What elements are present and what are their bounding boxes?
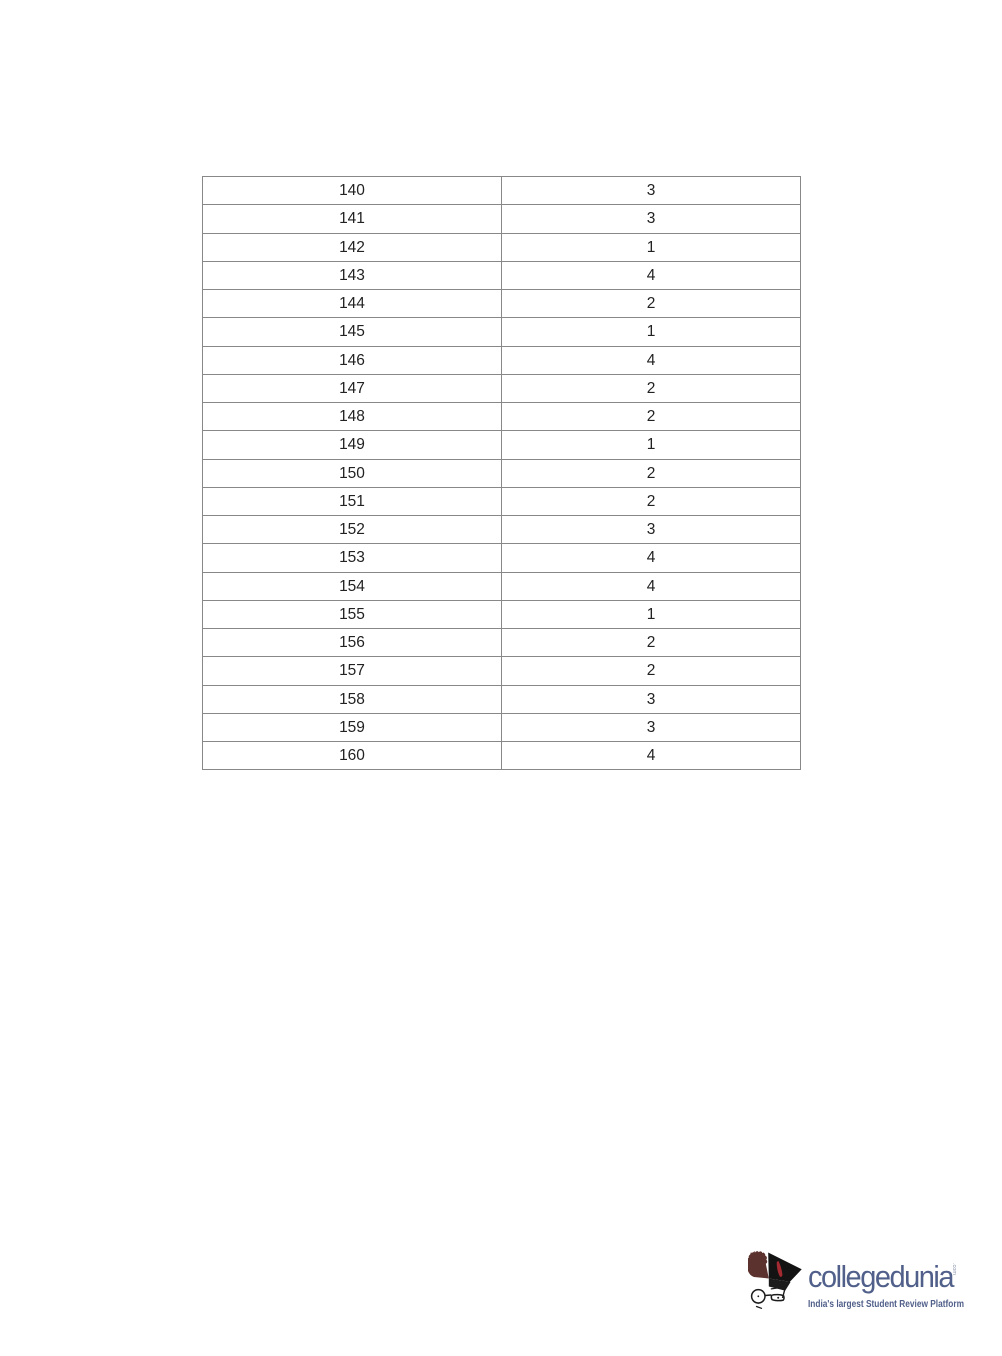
- svg-text:India's largest Student Review: India's largest Student Review Platform: [808, 1298, 964, 1310]
- svg-text:collegedunia: collegedunia: [808, 1259, 955, 1294]
- svg-text:.com: .com: [951, 1263, 957, 1275]
